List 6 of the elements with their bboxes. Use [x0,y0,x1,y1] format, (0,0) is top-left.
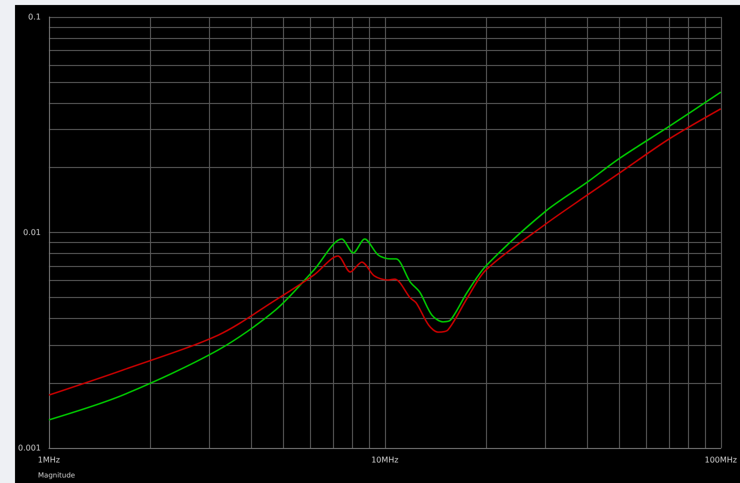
y-tick-label: 0.01 [23,228,41,237]
y-tick-label: 0.001 [18,444,41,452]
x-tick-label: 10MHz [371,456,399,464]
x-tick-label: 1MHz [38,456,60,464]
y-tick-label: 0.1 [28,12,41,22]
x-tick-label: 100MHz [704,456,737,464]
